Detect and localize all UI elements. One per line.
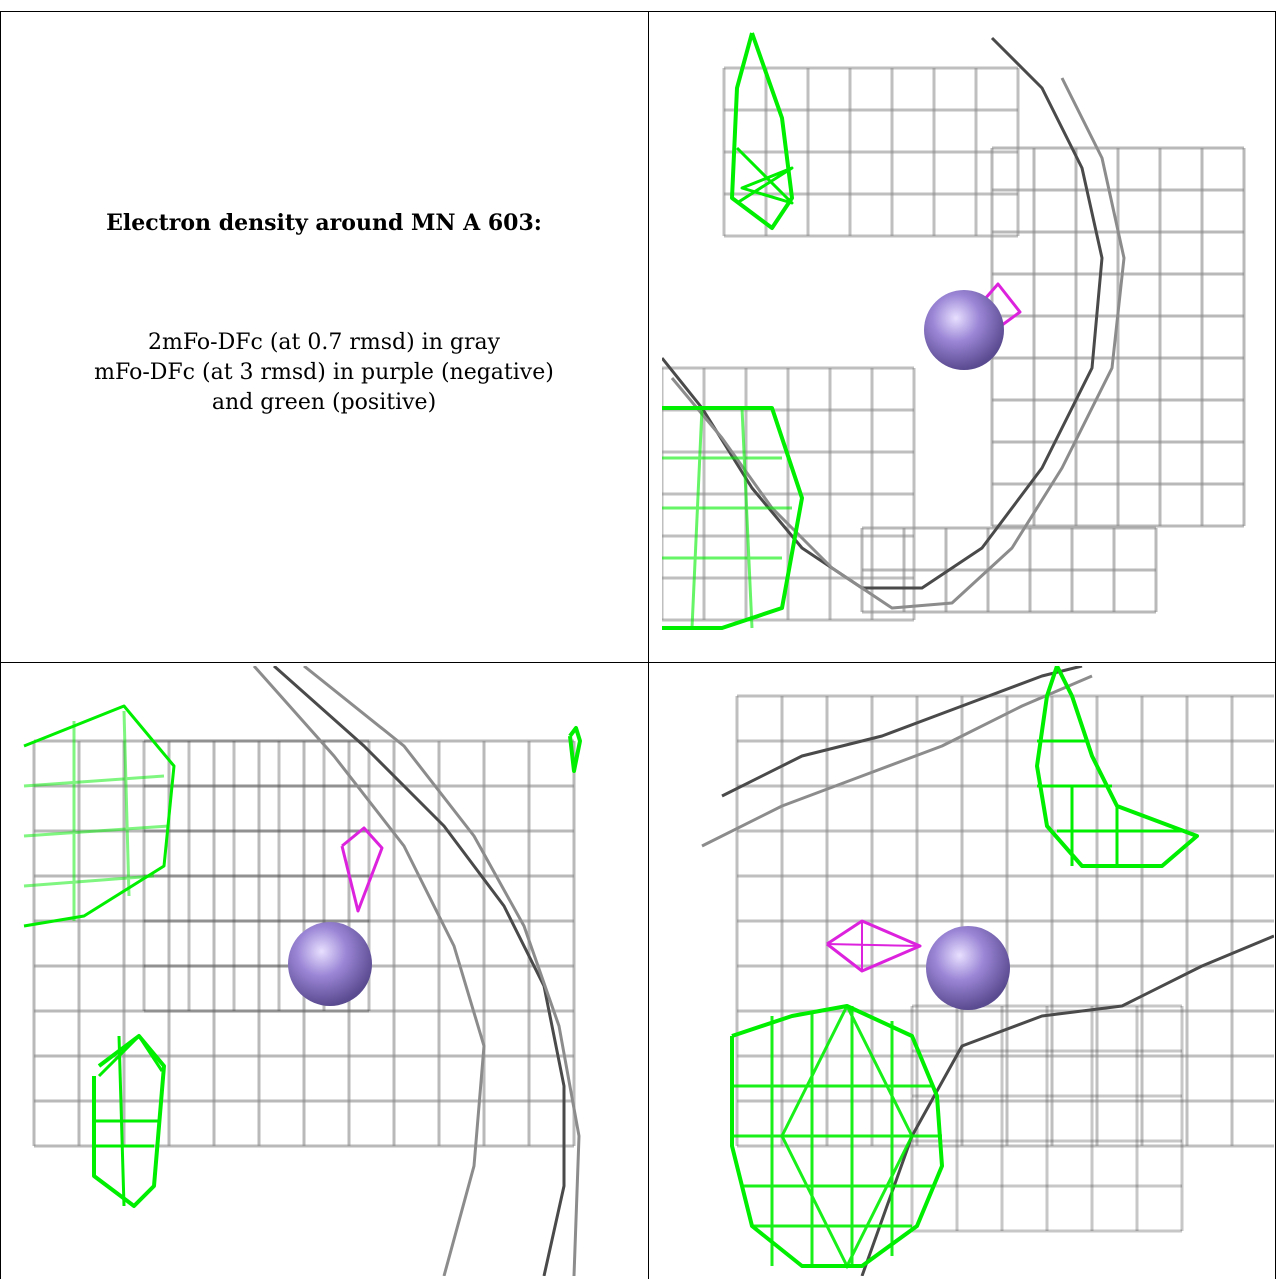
horizontal-divider: [0, 662, 1276, 663]
bl-positive-left: [23, 704, 176, 928]
bl-arc-2: [303, 666, 581, 1276]
vertical-divider: [648, 11, 649, 1279]
tr-arc-1: [662, 36, 1104, 590]
bl-arc-1: [273, 666, 566, 1276]
tr-arc-2: [670, 77, 1126, 610]
br-positive-top: [1035, 666, 1199, 868]
br-positive-top-mesh: [1037, 739, 1187, 866]
br-arc-bottom: [860, 934, 1274, 1276]
left-border: [0, 11, 1, 1279]
br-positive-bottom-mesh: [732, 1005, 942, 1270]
bl-positive-left-mesh: [23, 710, 170, 921]
bl-positive-bottom-mesh: [94, 1034, 164, 1207]
bl-positive-small: [568, 726, 582, 773]
caption-line-3: and green (positive): [211, 390, 437, 415]
br-arc-top-2: [701, 674, 1093, 848]
br-negative-inner: [826, 921, 921, 971]
caption-line-2: mFo-DFc (at 3 rmsd) in purple (negative): [94, 360, 554, 385]
br-mn-atom: [926, 926, 1010, 1010]
mesh-view-bottom-right: [701, 666, 1274, 1276]
bl-negative: [340, 826, 384, 913]
br-positive-bottom: [730, 1004, 944, 1268]
tr-mn-atom: [924, 290, 1004, 370]
mesh-view-bottom-left: [23, 666, 582, 1276]
tr-positive-top: [730, 32, 794, 230]
caption-legend: 2mFo-DFc (at 0.7 rmsd) in gray mFo-DFc (…: [12, 328, 636, 418]
view-bottom-left: [4, 666, 644, 1276]
caption-cell: Electron density around MN A 603: 2mFo-D…: [12, 12, 636, 636]
tr-positive-left: [662, 406, 804, 630]
caption-title: Electron density around MN A 603:: [106, 210, 542, 236]
view-bottom-right: [662, 666, 1274, 1276]
caption-line-1: 2mFo-DFc (at 0.7 rmsd) in gray: [148, 330, 500, 355]
bl-mn-atom: [288, 922, 372, 1006]
tr-positive-left-mesh: [662, 407, 792, 629]
tr-positive-top-inner: [735, 146, 794, 205]
table-frame: [0, 11, 1276, 1279]
mesh-view-top-right: [662, 32, 1246, 630]
br-arc-top-1: [721, 666, 1083, 798]
bl-arc-3: [252, 666, 486, 1276]
view-top-right: [662, 28, 1274, 636]
